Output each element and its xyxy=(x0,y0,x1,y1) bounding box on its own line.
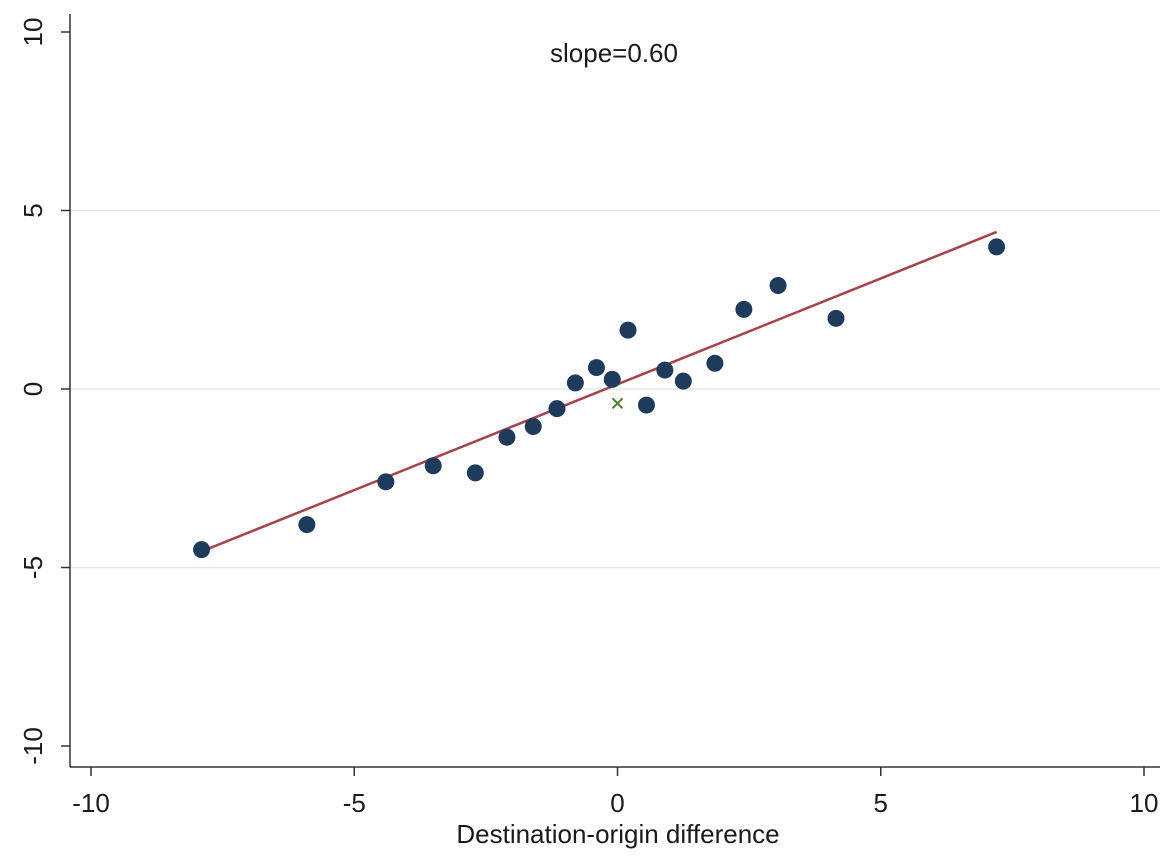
data-point xyxy=(466,464,484,482)
data-point xyxy=(735,300,753,318)
x-tick-label: -5 xyxy=(343,788,366,818)
data-point xyxy=(587,359,605,377)
data-point xyxy=(988,238,1006,256)
fit-line-group xyxy=(201,230,998,553)
x-tick-label: 10 xyxy=(1130,788,1159,818)
data-point xyxy=(769,276,787,294)
fit-line xyxy=(201,230,998,553)
x-marker-stroke xyxy=(611,397,624,409)
data-point xyxy=(524,417,542,435)
data-point xyxy=(424,457,442,475)
data-point xyxy=(674,372,692,390)
x-tick-label: 0 xyxy=(610,788,624,818)
data-point xyxy=(566,374,584,392)
data-points xyxy=(193,238,1006,559)
data-point xyxy=(656,361,674,379)
data-point xyxy=(619,321,637,339)
slope-annotation: slope=0.60 xyxy=(550,38,678,68)
data-point xyxy=(706,354,724,372)
data-point xyxy=(193,541,211,559)
data-point xyxy=(548,400,566,418)
data-point xyxy=(827,309,845,327)
data-point xyxy=(637,396,655,414)
x-axis-label: Destination-origin difference xyxy=(456,819,779,849)
y-tick-label: -5 xyxy=(18,556,48,579)
y-tick-label: 0 xyxy=(18,382,48,396)
data-point xyxy=(498,428,516,446)
data-point xyxy=(603,370,621,388)
x-tick-label: -10 xyxy=(72,788,110,818)
gridlines xyxy=(70,209,1160,569)
axes: -10 -5 0 5 10 -10 -5 0 5 10 xyxy=(18,14,1160,818)
y-tick-label: -10 xyxy=(18,727,48,765)
data-point xyxy=(298,516,316,534)
y-tick-label: 5 xyxy=(18,203,48,217)
x-tick-label: 5 xyxy=(874,788,888,818)
data-point xyxy=(377,473,395,491)
y-tick-label: 10 xyxy=(18,18,48,47)
data-point-x-marker xyxy=(611,397,624,409)
